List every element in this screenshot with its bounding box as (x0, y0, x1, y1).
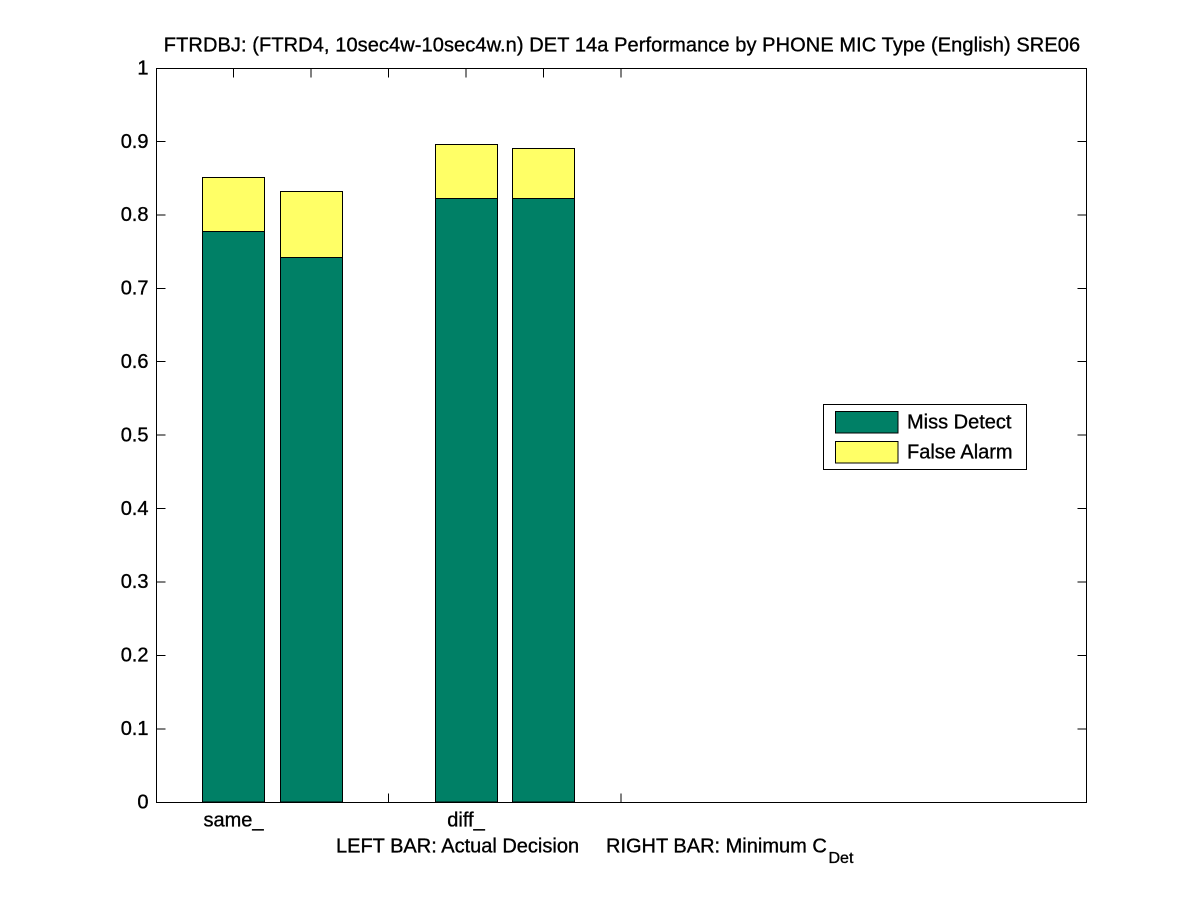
svg-text:0.6: 0.6 (121, 351, 149, 373)
svg-text:0.4: 0.4 (121, 498, 149, 520)
svg-text:FTRDBJ: (FTRD4, 10sec4w-10sec4: FTRDBJ: (FTRD4, 10sec4w-10sec4w.n) DET 1… (164, 35, 1080, 57)
svg-text:RIGHT BAR: Minimum C: RIGHT BAR: Minimum C (606, 836, 827, 858)
svg-text:0: 0 (137, 792, 148, 814)
svg-text:0.8: 0.8 (121, 204, 149, 226)
svg-text:0.9: 0.9 (121, 131, 149, 153)
svg-text:Det: Det (829, 850, 854, 867)
svg-text:diff_: diff_ (447, 810, 485, 832)
svg-text:False Alarm: False Alarm (907, 442, 1013, 464)
svg-text:LEFT BAR: Actual Decision: LEFT BAR: Actual Decision (336, 836, 579, 858)
svg-text:0.3: 0.3 (121, 571, 149, 593)
svg-text:same_: same_ (203, 810, 264, 832)
svg-text:0.1: 0.1 (121, 718, 149, 740)
svg-text:0.7: 0.7 (121, 278, 149, 300)
svg-text:Miss Detect: Miss Detect (907, 412, 1012, 434)
svg-text:0.2: 0.2 (121, 645, 149, 667)
svg-text:1: 1 (137, 57, 148, 79)
svg-text:0.5: 0.5 (121, 424, 149, 446)
